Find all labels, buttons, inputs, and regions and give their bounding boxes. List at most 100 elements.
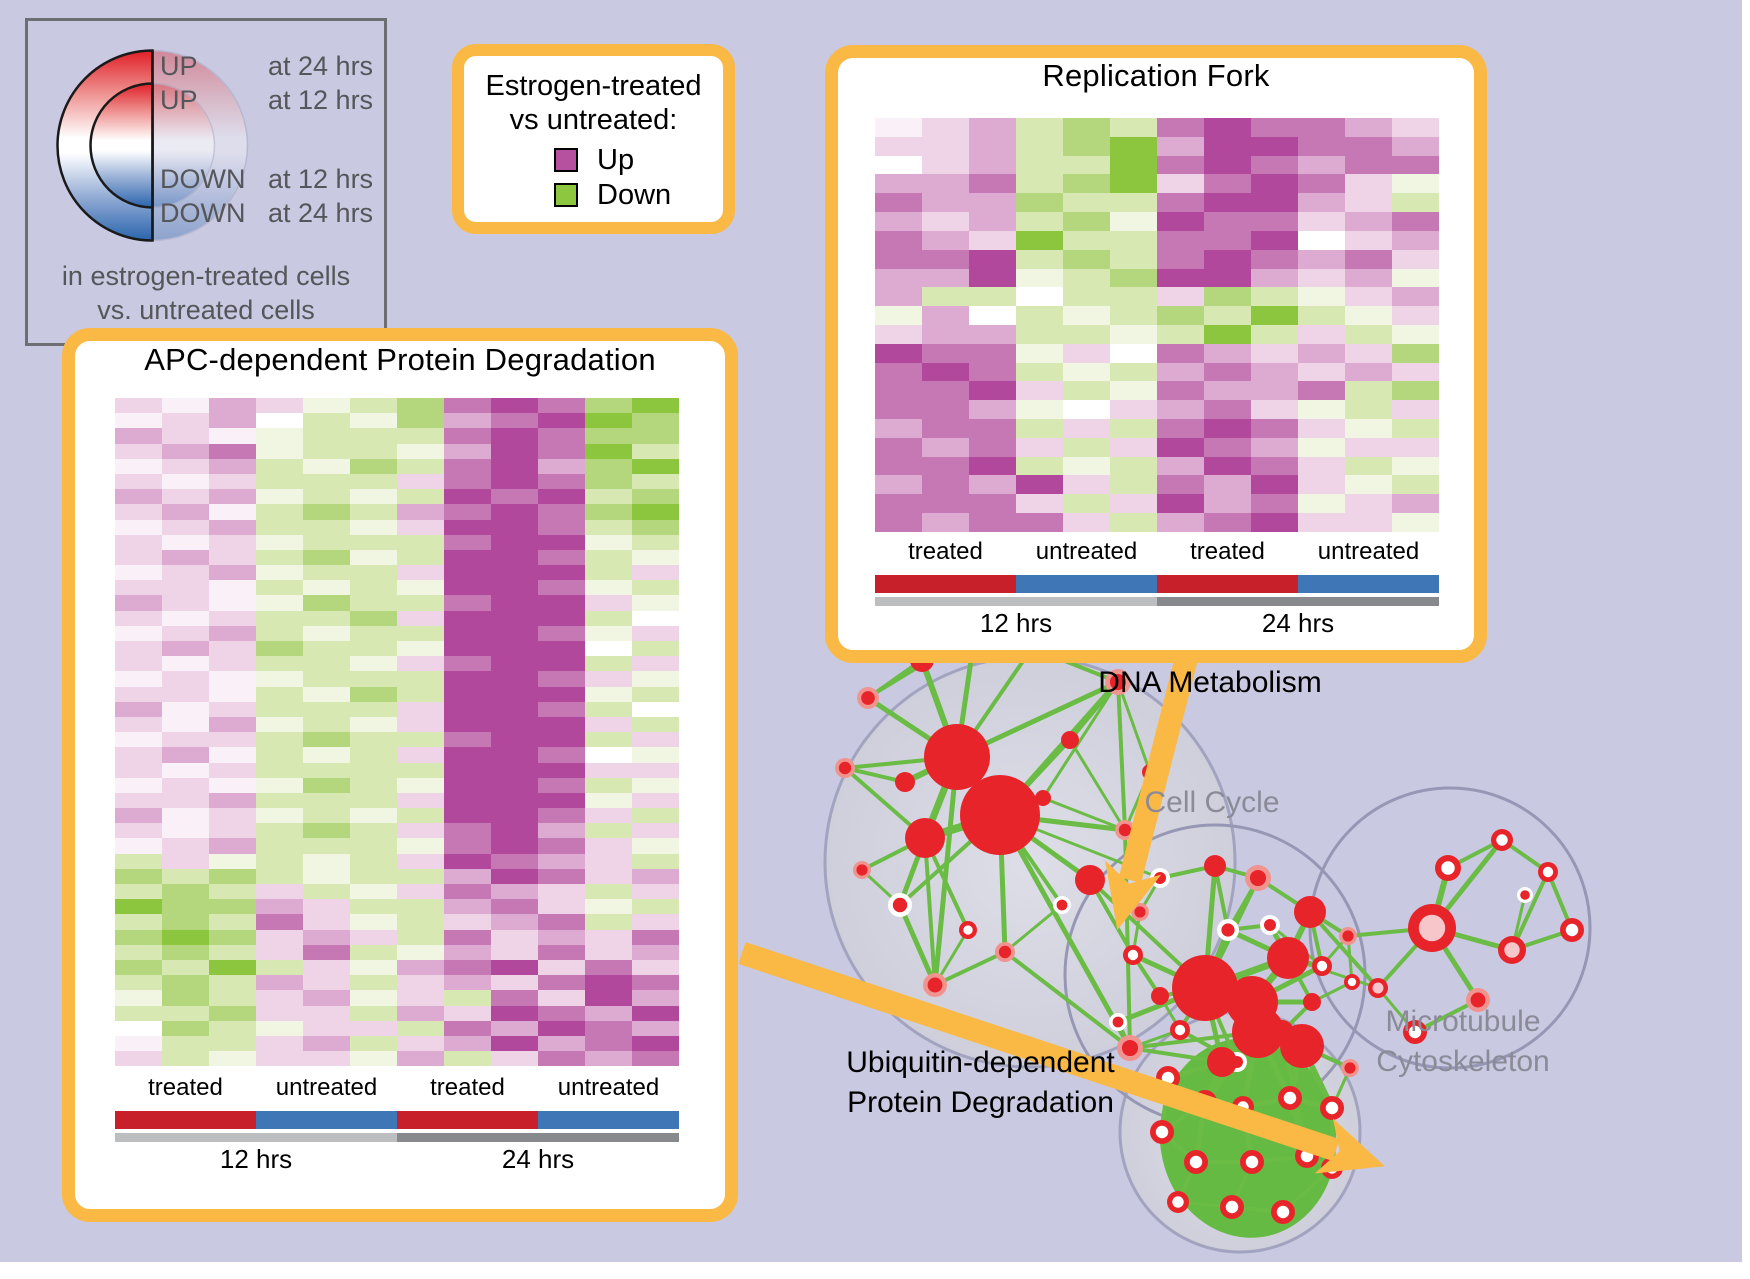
heatmap-row (115, 716, 679, 733)
heatmap-cell (350, 747, 397, 763)
heatmap-cell (303, 929, 350, 945)
heatmap-cell (162, 671, 209, 687)
heatmap-cell (1345, 136, 1392, 156)
network-node (1061, 731, 1079, 749)
heatmap-cell (632, 975, 679, 991)
network-node (1150, 1120, 1174, 1144)
network-node (1167, 1191, 1189, 1213)
heatmap-cell (1392, 437, 1439, 457)
heatmap-cell (350, 868, 397, 884)
heatmap-cell (303, 1005, 350, 1021)
heatmap-cell (538, 1035, 585, 1052)
heatmap-cell (632, 1051, 679, 1067)
heatmap-cell (115, 959, 162, 976)
updown-ring-legend-box: UP at 24 hrs UP at 12 hrs DOWN at 12 hrs… (25, 18, 387, 346)
heatmap-cell (209, 853, 256, 869)
heatmap-cell (1298, 193, 1345, 213)
heatmap-cell (1157, 118, 1204, 137)
heatmap-cell (1204, 268, 1251, 288)
heatmap-cell (303, 838, 350, 854)
heatmap-row (115, 580, 679, 596)
heatmap-cell (969, 193, 1016, 213)
heatmap-cell (1392, 343, 1439, 363)
heatmap-cell (1298, 513, 1345, 532)
heatmap-cell (1110, 419, 1157, 438)
heatmap-cell (303, 413, 350, 429)
heatmap-cell (209, 656, 256, 672)
heatmap-cell (1063, 343, 1110, 363)
heatmap-cell (632, 884, 679, 900)
heatmap-cell (491, 458, 538, 474)
heatmap-cell (1298, 362, 1345, 382)
heatmap-cell (969, 230, 1016, 250)
heatmap-cell (256, 808, 303, 824)
heatmap-row (875, 136, 1439, 156)
network-node (1271, 1200, 1295, 1224)
heatmap-cell (209, 823, 256, 839)
heatmap-cell (115, 656, 162, 672)
heatmap-row (115, 489, 679, 505)
heatmap-cell (350, 656, 397, 672)
estrogen-legend-title-line2: vs untreated: (509, 104, 678, 136)
heatmap-cell (1251, 230, 1298, 250)
heatmap-cell (162, 884, 209, 900)
heatmap-row (115, 519, 679, 535)
heatmap-cell (444, 975, 491, 991)
heatmap-cell (256, 899, 303, 915)
heatmap-cell (1016, 513, 1063, 532)
heatmap-cell (256, 777, 303, 793)
heatmap-cell (444, 565, 491, 581)
heatmap-cell (303, 656, 350, 672)
heatmap-cell (1110, 513, 1157, 532)
heatmap-cell (115, 747, 162, 763)
heatmap-cell (1204, 456, 1251, 476)
heatmap-cell (162, 701, 209, 717)
heatmap-cell (162, 868, 209, 884)
heatmap-cell (875, 494, 922, 514)
group-label: treated (430, 1074, 505, 1101)
heatmap-cell (585, 1020, 632, 1036)
heatmap-cell (397, 808, 444, 824)
heatmap-cell (1392, 155, 1439, 175)
heatmap-cell (632, 701, 679, 717)
heatmap-cell (1063, 437, 1110, 457)
heatmap-cell (1016, 437, 1063, 457)
heatmap-cell (1063, 136, 1110, 156)
heatmap-cell (1157, 193, 1204, 213)
heatmap-cell (1157, 456, 1204, 476)
heatmap-cell (1251, 193, 1298, 213)
heatmap-cell (444, 884, 491, 900)
heatmap-cell (1392, 456, 1439, 476)
heatmap-cell (875, 381, 922, 401)
heatmap-cell (491, 565, 538, 581)
heatmap-cell (256, 489, 303, 505)
heatmap-cell (491, 777, 538, 793)
heatmap-cell (350, 838, 397, 854)
heatmap-cell (969, 456, 1016, 476)
heatmap-cell (256, 534, 303, 550)
heatmap-cell (969, 306, 1016, 325)
heatmap-cell (585, 443, 632, 459)
heatmap-cell (491, 671, 538, 687)
heatmap-cell (397, 838, 444, 854)
heatmap-cell (538, 641, 585, 657)
heatmap-cell (875, 193, 922, 213)
heatmap-cell (1016, 287, 1063, 307)
heatmap-cell (491, 853, 538, 869)
network-node (1105, 669, 1131, 695)
heatmap-cell (1063, 324, 1110, 344)
arrow-apc-to-ubiquitin (738, 942, 1385, 1174)
heatmap-cell (632, 473, 679, 490)
time-color-segment (875, 597, 1157, 606)
heatmap-cell (350, 1005, 397, 1021)
heatmap-cell (922, 306, 969, 325)
heatmap-cell (538, 701, 585, 717)
heatmap-cell (491, 656, 538, 672)
heatmap-cell (922, 400, 969, 419)
heatmap-cell (491, 580, 538, 596)
heatmap-cell (115, 580, 162, 596)
heatmap-cell (1110, 287, 1157, 307)
heatmap-cell (1063, 212, 1110, 231)
group-color-bar (875, 575, 1439, 593)
heatmap-cell (491, 929, 538, 945)
